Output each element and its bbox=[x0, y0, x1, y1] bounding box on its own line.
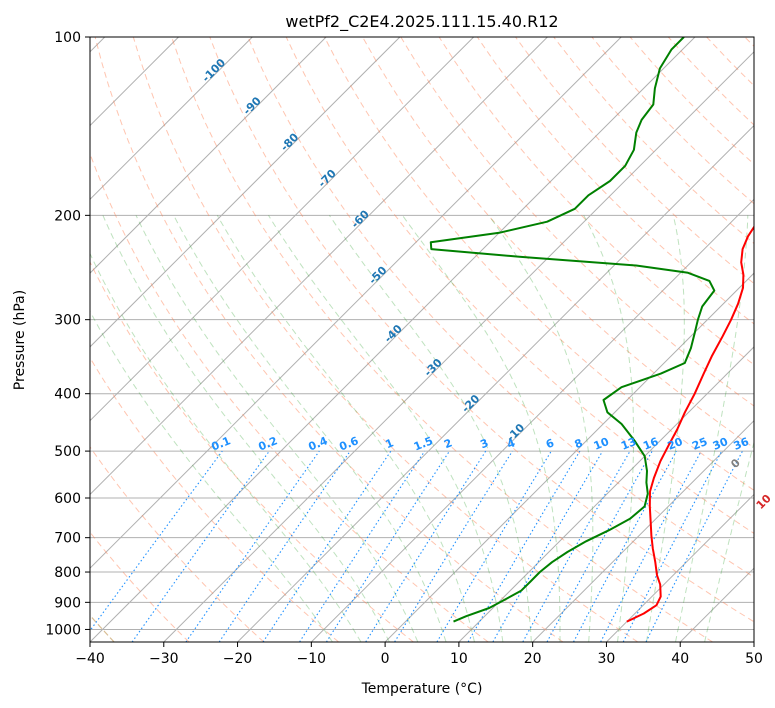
mixing-ratio-line bbox=[131, 450, 270, 642]
isotherm-line bbox=[310, 198, 754, 642]
moist-adiabat-line bbox=[102, 215, 390, 642]
mixing-ratio-label: 20 bbox=[666, 435, 685, 453]
isotherm-line bbox=[384, 272, 754, 642]
x-tick-label: −40 bbox=[75, 651, 105, 667]
moist-adiabat-line bbox=[268, 215, 504, 642]
moist-adiabat-line bbox=[675, 215, 749, 642]
moist-adiabat-line bbox=[216, 215, 475, 642]
y-axis-label: Pressure (hPa) bbox=[12, 290, 28, 390]
dry-adiabat-line bbox=[247, 37, 754, 578]
y-tick-label: 100 bbox=[54, 30, 81, 46]
isotherm-line bbox=[90, 37, 696, 642]
moist-adiabat-line bbox=[646, 215, 685, 642]
moist-adiabat-line bbox=[90, 310, 333, 642]
series-layer bbox=[429, 37, 754, 623]
isotherm-line bbox=[90, 37, 548, 496]
mixing-ratio-label: 30 bbox=[711, 435, 730, 453]
x-tick-label: 30 bbox=[598, 651, 616, 667]
moist-adiabat-line bbox=[173, 215, 447, 642]
moist-adiabat-line bbox=[583, 215, 635, 642]
mixing-ratio-line bbox=[185, 450, 320, 642]
plot-frame bbox=[89, 36, 755, 643]
x-tick-label: 10 bbox=[450, 651, 468, 667]
dry-adiabat-line bbox=[476, 37, 754, 325]
mixing-ratio-label: 8 bbox=[573, 436, 585, 451]
mixing-ratio-label: 10 bbox=[592, 435, 611, 453]
x-tick-label: −10 bbox=[297, 651, 327, 667]
y-tick-label: 600 bbox=[54, 491, 81, 507]
dewpoint-line bbox=[429, 37, 716, 623]
x-tick-label: 20 bbox=[524, 651, 542, 667]
mixing-ratio-line bbox=[522, 450, 631, 642]
isotherm-line bbox=[90, 37, 622, 569]
y-tick-label: 800 bbox=[54, 565, 81, 581]
dry-adiabat-line bbox=[90, 446, 265, 642]
isotherm-line bbox=[163, 51, 754, 642]
mixing-ratio-label: 25 bbox=[690, 435, 709, 453]
temperature-line bbox=[626, 225, 754, 623]
mixing-ratio-line bbox=[299, 450, 426, 642]
isotherm-line bbox=[237, 124, 754, 642]
mixing-ratio-label: 13 bbox=[619, 435, 638, 453]
y-tick-label: 900 bbox=[54, 595, 81, 611]
mixing-ratio-line bbox=[546, 450, 653, 642]
mixing-ratio-line bbox=[218, 450, 351, 642]
moist-adiabat-line bbox=[488, 215, 594, 642]
dry-adiabat-line bbox=[323, 37, 754, 491]
dry-adiabat-line bbox=[90, 356, 339, 642]
isotherm-line bbox=[90, 37, 253, 201]
mixing-ratio-label: 16 bbox=[641, 435, 660, 453]
isotherm-line bbox=[90, 37, 401, 348]
dry-adiabat-line bbox=[515, 37, 754, 285]
y-tick-label: 1000 bbox=[45, 622, 81, 638]
y-axis: 100 200 300 400 500 600 700 800 900 1000 bbox=[45, 30, 90, 638]
mixing-ratio-line bbox=[325, 450, 450, 642]
mixing-ratio-line bbox=[262, 450, 392, 642]
moist-adiabat-line bbox=[328, 215, 532, 642]
grid-layer bbox=[90, 37, 754, 642]
x-tick-label: −20 bbox=[223, 651, 253, 667]
chart-title: wetPf2_C2E4.2025.111.15.40.R12 bbox=[285, 12, 558, 32]
dry-adiabat-line bbox=[438, 37, 754, 366]
x-tick-label: −30 bbox=[149, 651, 179, 667]
mixing-ratio-line bbox=[573, 450, 677, 642]
mixing-ratio-label: 1 bbox=[384, 436, 396, 451]
dry-adiabat-line bbox=[171, 37, 713, 642]
x-tick-label: 50 bbox=[745, 651, 763, 667]
isotherm-line bbox=[90, 37, 327, 274]
mixing-ratio-label: 3 bbox=[478, 436, 490, 451]
y-tick-label: 500 bbox=[54, 444, 81, 460]
y-tick-label: 200 bbox=[54, 208, 81, 224]
mixing-ratio-line bbox=[394, 450, 513, 642]
dry-adiabat-line bbox=[90, 260, 414, 642]
y-tick-label: 400 bbox=[54, 387, 81, 403]
isotherm-line bbox=[606, 493, 754, 642]
x-tick-label: 40 bbox=[671, 651, 689, 667]
isotherm-line bbox=[532, 419, 754, 642]
mixing-ratio-label: 36 bbox=[732, 435, 751, 453]
dry-adiabat-line bbox=[132, 37, 639, 642]
x-axis-label: Temperature (°C) bbox=[361, 681, 483, 697]
isotherm-line bbox=[458, 346, 754, 642]
mixing-ratio-line bbox=[90, 450, 223, 632]
x-tick-label: 0 bbox=[381, 651, 390, 667]
dry-adiabat-line bbox=[209, 37, 754, 623]
mixing-ratio-line bbox=[645, 450, 743, 642]
isotherm-line bbox=[90, 37, 475, 422]
y-tick-label: 700 bbox=[54, 531, 81, 547]
dry-adiabat-line bbox=[285, 37, 754, 535]
x-axis: −40 −30 −20 −10 0 10 20 30 40 50 bbox=[75, 642, 763, 667]
mixing-ratio-label: 2 bbox=[442, 436, 454, 451]
y-tick-label: 300 bbox=[54, 313, 81, 329]
